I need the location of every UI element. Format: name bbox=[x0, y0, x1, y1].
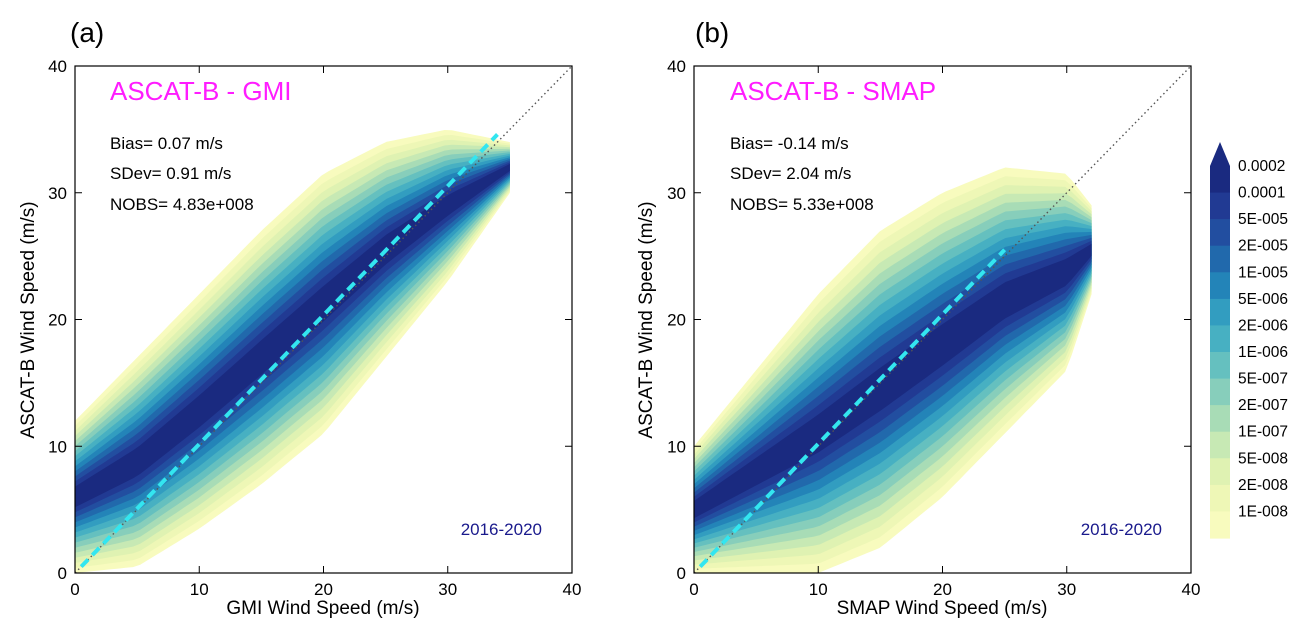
x-tick-label-a-2: 20 bbox=[314, 580, 333, 599]
colorbar-swatch-0 bbox=[1210, 166, 1230, 194]
colorbar-label-4: 1E-005 bbox=[1238, 264, 1288, 281]
colorbar-label-1: 0.0001 bbox=[1238, 185, 1285, 202]
colorbar-label-5: 5E-006 bbox=[1238, 291, 1288, 308]
y-tick-label-a-2: 20 bbox=[48, 311, 67, 330]
panel-b: (b) 0 10 20 30 40 0 10 20 30 40 ASCAT-B - SMAP Bi… bbox=[636, 17, 1200, 619]
plot-title-a: ASCAT-B - GMI bbox=[110, 76, 292, 106]
density-field-a bbox=[75, 130, 510, 573]
one-to-one-line-b bbox=[693, 65, 1192, 574]
colorbar-label-7: 1E-006 bbox=[1238, 344, 1288, 361]
colorbar-swatch-7 bbox=[1210, 352, 1230, 380]
nobs-stat-a: NOBS= 4.83e+008 bbox=[110, 195, 254, 214]
x-tick-label-b-3: 30 bbox=[1057, 580, 1076, 599]
plot-title-b: ASCAT-B - SMAP bbox=[730, 76, 936, 106]
colorbar-label-6: 2E-006 bbox=[1238, 317, 1288, 334]
colorbar-swatch-2 bbox=[1210, 219, 1230, 247]
colorbar-label-3: 2E-005 bbox=[1238, 238, 1288, 255]
panel-a-label: (a) bbox=[70, 17, 104, 48]
colorbar-swatch-9 bbox=[1210, 405, 1230, 433]
colorbar-label-13: 1E-008 bbox=[1238, 503, 1288, 520]
colorbar-label-9: 2E-007 bbox=[1238, 397, 1288, 414]
x-tick-label-b-2: 20 bbox=[933, 580, 952, 599]
y-tick-label-b-4: 40 bbox=[667, 57, 686, 76]
colorbar-swatch-5 bbox=[1210, 298, 1230, 327]
bias-stat-b: Bias= -0.14 m/s bbox=[730, 134, 849, 153]
colorbar-label-12: 2E-008 bbox=[1238, 477, 1288, 494]
colorbar-label-0: 0.0002 bbox=[1238, 158, 1285, 175]
colorbar-swatch-10 bbox=[1210, 431, 1230, 459]
y-tick-label-a-1: 10 bbox=[48, 437, 67, 456]
one-to-one-line-a bbox=[74, 65, 573, 574]
panel-b-label: (b) bbox=[695, 17, 729, 48]
colorbar-label-8: 5E-007 bbox=[1238, 371, 1288, 388]
colorbar-swatch-3 bbox=[1210, 245, 1230, 273]
x-axis-title-a: GMI Wind Speed (m/s) bbox=[226, 598, 419, 619]
ticks-a: 0 10 20 30 40 0 10 20 30 40 bbox=[48, 57, 581, 599]
x-axis-title-b: SMAP Wind Speed (m/s) bbox=[837, 598, 1048, 619]
y-tick-label-b-2: 20 bbox=[667, 311, 686, 330]
x-tick-label-a-1: 10 bbox=[190, 580, 209, 599]
period-label-a: 2016-2020 bbox=[461, 520, 542, 539]
nobs-stat-b: NOBS= 5.33e+008 bbox=[730, 195, 874, 214]
x-tick-label-b-1: 10 bbox=[809, 580, 828, 599]
period-label-b: 2016-2020 bbox=[1081, 520, 1162, 539]
y-tick-label-a-4: 40 bbox=[48, 57, 67, 76]
x-tick-label-a-0: 0 bbox=[70, 580, 79, 599]
bias-stat-a: Bias= 0.07 m/s bbox=[110, 134, 223, 153]
sdev-stat-a: SDev= 0.91 m/s bbox=[110, 164, 231, 183]
mean-line-b bbox=[698, 248, 1007, 569]
sdev-stat-b: SDev= 2.04 m/s bbox=[730, 164, 851, 183]
panel-a: (a) 0 10 20 30 40 0 10 20 30 40 ASCAT-B - GMI Bia… bbox=[18, 17, 581, 619]
y-tick-label-b-1: 10 bbox=[667, 437, 686, 456]
x-tick-label-b-4: 40 bbox=[1182, 580, 1201, 599]
mean-line-a bbox=[79, 133, 499, 569]
colorbar-swatch-4 bbox=[1210, 272, 1230, 300]
y-tick-label-a-3: 30 bbox=[48, 184, 67, 203]
colorbar-swatch-6 bbox=[1210, 325, 1230, 353]
density-band-b-14 bbox=[694, 243, 1092, 519]
colorbar-label-11: 5E-008 bbox=[1238, 450, 1288, 467]
y-axis-title-a: ASCAT-B Wind Speed (m/s) bbox=[18, 201, 39, 438]
ticks-b: 0 10 20 30 40 0 10 20 30 40 bbox=[667, 57, 1200, 599]
colorbar-label-10: 1E-007 bbox=[1238, 424, 1288, 441]
y-tick-label-b-3: 30 bbox=[667, 184, 686, 203]
colorbar-swatch-11 bbox=[1210, 458, 1230, 486]
density-band-a-14 bbox=[75, 163, 510, 508]
x-tick-label-a-3: 30 bbox=[438, 580, 457, 599]
y-axis-title-b: ASCAT-B Wind Speed (m/s) bbox=[636, 201, 657, 438]
y-tick-label-a-0: 0 bbox=[58, 564, 67, 583]
x-tick-label-b-0: 0 bbox=[689, 580, 698, 599]
y-tick-label-b-0: 0 bbox=[677, 564, 686, 583]
colorbar-label-2: 5E-005 bbox=[1238, 211, 1288, 228]
colorbar-swatch-13 bbox=[1210, 511, 1230, 539]
colorbar-swatch-1 bbox=[1210, 192, 1230, 220]
x-tick-label-a-4: 40 bbox=[563, 580, 582, 599]
colorbar-swatch-8 bbox=[1210, 378, 1230, 406]
colorbar-arrow bbox=[1210, 142, 1230, 166]
colorbar-swatch-12 bbox=[1210, 484, 1230, 513]
colorbar: 0.0002 0.0001 5E-005 2E-005 1E-005 5E-006 2E-0… bbox=[1210, 142, 1288, 539]
